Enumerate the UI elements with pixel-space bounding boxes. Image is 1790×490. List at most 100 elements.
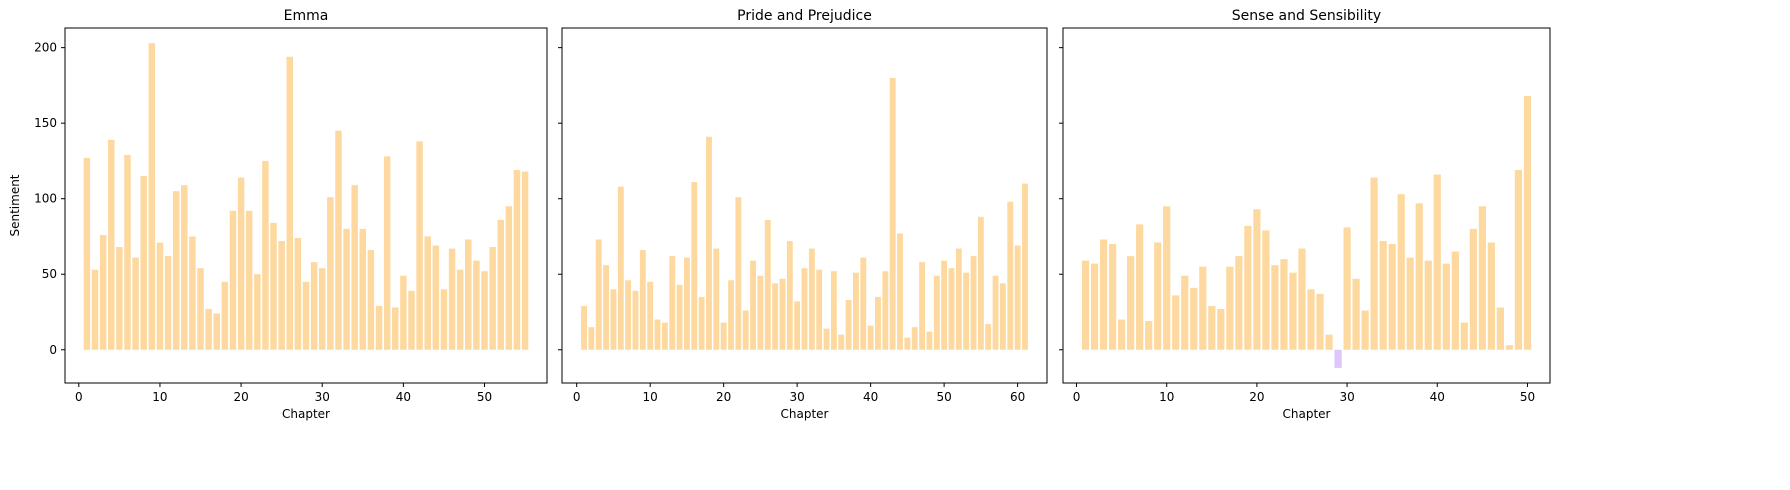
bar <box>1469 228 1477 350</box>
bar <box>116 247 123 350</box>
bar <box>1424 260 1432 350</box>
plot-frame <box>64 27 548 384</box>
bar <box>1090 263 1099 350</box>
x-tick-label: 50 <box>936 390 951 404</box>
bar <box>181 185 188 350</box>
y-tick-label: 0 <box>49 343 57 357</box>
chart-title: Sense and Sensibility <box>1232 8 1381 24</box>
bar <box>1118 319 1126 350</box>
bar <box>992 275 999 350</box>
bar <box>375 305 383 350</box>
bar <box>816 269 823 350</box>
bar <box>1007 201 1014 350</box>
bar <box>1514 170 1523 350</box>
x-tick-label: 10 <box>152 390 167 404</box>
bar <box>661 322 668 350</box>
bar <box>926 331 933 350</box>
bar <box>1253 209 1261 350</box>
x-tick-label: 0 <box>75 390 83 404</box>
bar <box>639 250 646 350</box>
bar <box>1442 263 1450 350</box>
y-tick-label: 150 <box>34 116 57 130</box>
x-tick-label: 40 <box>863 390 878 404</box>
bar <box>148 43 156 350</box>
bar <box>808 248 815 350</box>
bar <box>1433 174 1441 350</box>
bar <box>1352 278 1360 350</box>
bar <box>735 197 742 350</box>
bar <box>617 186 624 350</box>
plot-frame <box>1062 27 1551 384</box>
x-tick-label: 10 <box>643 390 658 404</box>
bar <box>1108 244 1117 350</box>
bar <box>838 334 845 350</box>
bar <box>1343 227 1351 350</box>
x-axis-label: Chapter <box>1283 407 1331 421</box>
x-axis-label: Chapter <box>282 407 330 421</box>
bar <box>1181 275 1189 350</box>
bar <box>1307 289 1315 350</box>
bar <box>1505 345 1514 350</box>
bar <box>1235 256 1243 350</box>
bar <box>213 313 220 350</box>
bar <box>897 233 903 350</box>
bar <box>647 281 654 350</box>
bar <box>610 289 617 350</box>
bar <box>310 262 318 350</box>
bar <box>1406 257 1414 350</box>
bar <box>632 290 639 350</box>
bar <box>875 296 881 350</box>
bar <box>205 308 212 350</box>
bar <box>1280 259 1288 350</box>
bar <box>164 256 172 350</box>
bar <box>1208 305 1216 350</box>
bar <box>221 281 229 350</box>
bar <box>683 257 690 350</box>
bar <box>1334 349 1342 368</box>
bar <box>383 156 391 350</box>
bar <box>351 185 358 350</box>
bar <box>473 260 480 350</box>
bar <box>1415 203 1423 350</box>
x-tick-label: 0 <box>573 390 581 404</box>
bar <box>1154 242 1162 350</box>
bar <box>1099 239 1108 350</box>
x-tick-label: 50 <box>477 390 492 404</box>
bar <box>1262 230 1270 350</box>
bar <box>603 265 610 350</box>
bar <box>845 299 852 350</box>
bar <box>801 268 808 350</box>
bar <box>513 170 521 350</box>
bar <box>392 307 399 350</box>
bar <box>669 256 676 350</box>
x-axis-label: Chapter <box>781 407 829 421</box>
bar <box>270 222 277 350</box>
bar <box>933 275 940 350</box>
bar <box>1316 293 1324 350</box>
bar <box>237 177 245 350</box>
chart-panel-2: 0 10 20 30 40 50 60 Pride and Prejudice Chapter <box>558 8 1048 421</box>
bar <box>440 289 448 350</box>
bar <box>1172 295 1180 350</box>
chart-panel-1: 0 10 20 30 40 50 0 50 100 150 200 Emma Chapter Sentim… <box>8 8 548 421</box>
bar <box>1379 241 1387 350</box>
bar <box>489 247 496 350</box>
bar <box>779 278 786 350</box>
bar <box>432 245 440 350</box>
bar <box>286 56 294 350</box>
bar <box>889 77 896 350</box>
bar <box>521 171 529 350</box>
bar <box>830 271 837 350</box>
x-tick-label: 0 <box>1073 390 1081 404</box>
bar <box>1014 245 1021 350</box>
bar <box>904 337 911 350</box>
x-tick-label: 20 <box>1249 390 1264 404</box>
bar <box>1388 244 1396 350</box>
bar <box>262 160 269 350</box>
bar <box>1298 248 1306 350</box>
bar <box>1289 272 1297 350</box>
bar <box>882 271 889 350</box>
bar <box>481 271 488 350</box>
bar <box>335 130 342 350</box>
